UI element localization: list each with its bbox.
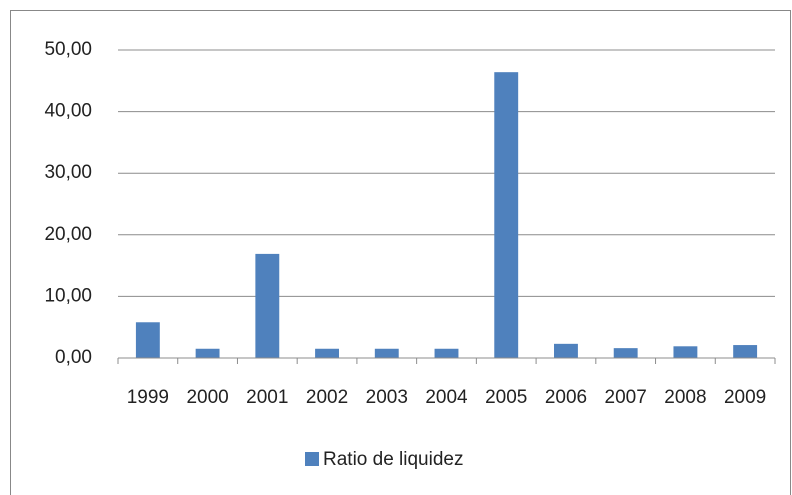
bar xyxy=(374,348,399,358)
y-tick-label: 30,00 xyxy=(44,162,92,183)
x-tick-label: 2004 xyxy=(425,387,468,408)
x-tick-label: 2006 xyxy=(545,387,587,408)
y-tick-label: 50,00 xyxy=(44,39,92,60)
bar xyxy=(554,343,578,358)
bar xyxy=(255,253,280,358)
x-tick-label: 2009 xyxy=(724,387,766,408)
bar xyxy=(733,345,758,358)
x-tick-label: 2005 xyxy=(485,387,527,408)
bar xyxy=(494,72,519,359)
x-tick-label: 2001 xyxy=(246,387,288,408)
bar xyxy=(613,348,638,358)
y-tick-label: 20,00 xyxy=(44,224,92,245)
bar xyxy=(673,346,698,358)
bar xyxy=(315,348,339,358)
bar xyxy=(434,348,459,358)
legend-label: Ratio de liquidez xyxy=(323,449,463,470)
legend-swatch xyxy=(305,452,319,466)
y-tick-label: 0,00 xyxy=(55,347,92,368)
x-tick-label: 2003 xyxy=(366,387,408,408)
bar xyxy=(195,348,220,358)
chart-border xyxy=(10,10,791,495)
y-tick-label: 10,00 xyxy=(44,285,92,306)
x-tick-label: 1999 xyxy=(127,387,169,408)
x-tick-label: 2000 xyxy=(186,387,228,408)
bar xyxy=(135,322,160,358)
x-tick-label: 2002 xyxy=(306,387,348,408)
x-tick-label: 2007 xyxy=(605,387,647,408)
x-tick-label: 2008 xyxy=(664,387,706,408)
y-tick-label: 40,00 xyxy=(44,101,92,122)
